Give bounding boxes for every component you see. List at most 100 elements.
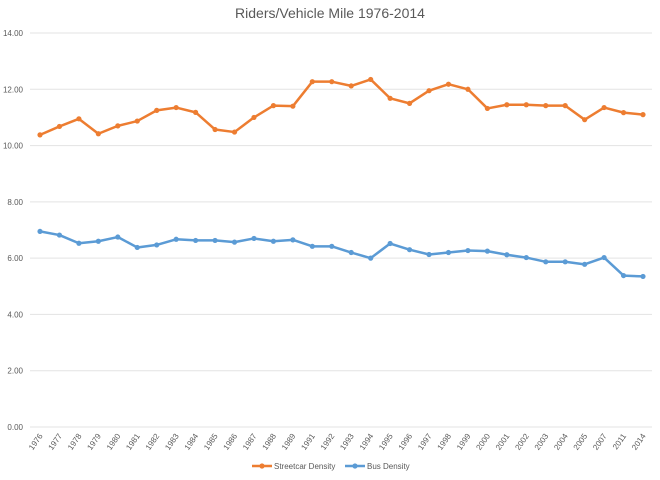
data-point	[154, 242, 160, 248]
data-point	[426, 251, 432, 258]
data-point	[348, 83, 354, 89]
x-tick-label: 1986	[222, 432, 240, 452]
y-tick-label: 2.00	[7, 367, 23, 376]
data-point	[368, 255, 374, 261]
legend: Streetcar Density Bus Density	[252, 462, 410, 471]
x-tick-label: 2011	[611, 432, 629, 452]
x-tick-label: 1989	[280, 432, 298, 452]
y-tick-label: 6.00	[7, 254, 23, 263]
data-point	[387, 95, 393, 101]
grid	[30, 32, 652, 428]
x-tick-label: 1987	[241, 432, 259, 452]
data-point	[640, 273, 646, 280]
x-tick-label: 2014	[630, 432, 648, 452]
data-point	[484, 248, 490, 254]
data-point	[231, 129, 238, 135]
data-point	[640, 112, 646, 118]
chart-title: Riders/Vehicle Mile 1976-2014	[235, 5, 425, 21]
x-tick-label: 1979	[85, 432, 103, 452]
data-point	[212, 237, 218, 244]
data-point	[348, 249, 354, 256]
data-point	[601, 104, 607, 111]
data-point	[562, 103, 568, 109]
data-point	[270, 103, 277, 109]
x-tick-label: 1988	[260, 432, 278, 452]
data-point	[95, 131, 101, 137]
data-point	[154, 107, 160, 113]
series-bus-density	[37, 228, 646, 280]
data-point	[212, 126, 218, 133]
x-tick-label: 1978	[66, 432, 84, 452]
legend-marker	[259, 463, 265, 469]
x-tick-label: 1994	[358, 432, 376, 452]
x-tick-label: 1993	[338, 432, 356, 452]
data-point	[76, 116, 82, 122]
x-tick-label: 1985	[202, 432, 220, 452]
data-point	[582, 117, 588, 123]
data-point	[251, 235, 257, 242]
data-point	[115, 123, 121, 129]
legend-item: Bus Density	[345, 462, 410, 471]
data-point	[368, 76, 374, 83]
x-tick-label: 1995	[377, 432, 395, 452]
data-point	[231, 239, 238, 245]
data-point	[76, 240, 82, 246]
x-tick-label: 2000	[474, 432, 492, 452]
series-group	[37, 76, 646, 280]
data-point	[173, 236, 179, 242]
x-tick-label: 1998	[436, 432, 454, 452]
data-point	[504, 102, 510, 108]
data-point	[504, 252, 510, 258]
data-point	[290, 103, 296, 109]
y-tick-label: 12.00	[3, 85, 24, 94]
data-point	[523, 254, 529, 261]
data-point	[193, 237, 199, 244]
data-point	[543, 103, 549, 109]
data-point	[134, 244, 140, 251]
y-axis: 0.00 2.00 4.00 6.00 8.00 10.00 12.00 14.00	[3, 29, 24, 432]
y-tick-label: 14.00	[3, 29, 24, 38]
legend-label: Streetcar Density	[274, 462, 335, 471]
data-point	[426, 88, 432, 94]
data-point	[523, 102, 529, 108]
data-point	[95, 238, 101, 244]
data-point	[193, 109, 199, 115]
data-point	[251, 114, 257, 121]
data-point	[329, 79, 335, 85]
y-tick-label: 10.00	[3, 142, 24, 151]
data-point	[309, 79, 315, 85]
data-point	[543, 259, 549, 265]
x-tick-label: 1991	[299, 432, 317, 452]
data-point	[562, 259, 568, 265]
series-line	[39, 230, 644, 278]
x-tick-label: 2002	[513, 432, 531, 452]
data-point	[620, 272, 627, 279]
series-streetcar-density	[37, 76, 646, 138]
legend-item: Streetcar Density	[252, 462, 335, 471]
data-point	[465, 86, 471, 92]
data-point	[582, 261, 588, 267]
x-axis: 1976 1977 1978 1979 1980 1981 1982 1983 1984 1985…	[27, 432, 648, 452]
data-point	[445, 249, 452, 256]
data-point	[484, 105, 490, 112]
y-tick-label: 0.00	[7, 423, 23, 432]
x-tick-label: 2001	[494, 432, 512, 452]
x-tick-label: 2005	[572, 432, 590, 452]
x-tick-label: 2007	[591, 432, 609, 452]
data-point	[406, 100, 413, 106]
x-tick-label: 2003	[533, 432, 551, 452]
x-tick-label: 1992	[319, 432, 337, 452]
data-point	[406, 247, 413, 253]
data-point	[37, 132, 43, 138]
x-tick-label: 1977	[47, 432, 65, 452]
data-point	[115, 234, 121, 240]
data-point	[173, 104, 179, 111]
data-point	[329, 243, 335, 249]
x-tick-label: 1984	[183, 432, 201, 452]
data-point	[290, 237, 296, 243]
data-point	[56, 232, 63, 238]
data-point	[37, 228, 43, 235]
y-tick-label: 8.00	[7, 198, 23, 207]
x-tick-label: 1976	[27, 432, 45, 452]
